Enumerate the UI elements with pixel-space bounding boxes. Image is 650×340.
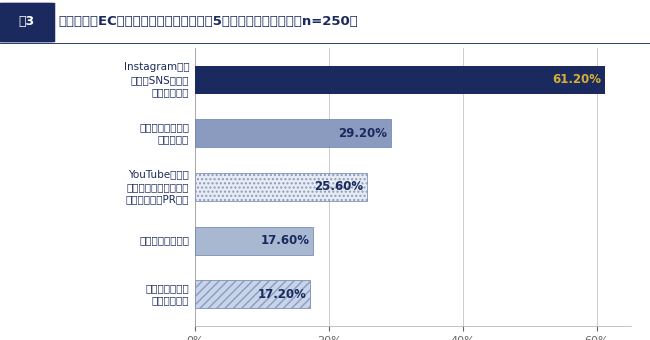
Text: モール出店など
チャネル拡大: モール出店など チャネル拡大 (146, 283, 189, 305)
Text: Instagramなど
口コミSNSを活用
したファン化: Instagramなど 口コミSNSを活用 したファン化 (124, 62, 189, 97)
Text: 29.20%: 29.20% (338, 127, 387, 140)
Bar (195, 173, 367, 201)
Bar (195, 227, 313, 255)
Bar (195, 173, 367, 201)
Text: 25.60%: 25.60% (314, 181, 363, 193)
Text: 現在、自社ECで注力している施策　上位5つの回答（複数回答：n=250）: 現在、自社ECで注力している施策 上位5つの回答（複数回答：n=250） (58, 15, 358, 28)
FancyBboxPatch shape (0, 3, 55, 42)
Text: 17.20%: 17.20% (258, 288, 307, 301)
Bar (195, 119, 391, 147)
Text: 17.60%: 17.60% (261, 234, 309, 247)
Text: 図3: 図3 (18, 15, 34, 28)
Text: オムニチャネル化: オムニチャネル化 (139, 236, 189, 245)
Bar (195, 66, 605, 94)
Text: 企業、商品価値を
高める広告: 企業、商品価値を 高める広告 (139, 122, 189, 144)
Text: YouTube動画や
インフルエンサー活用
などのネットPR戦略: YouTube動画や インフルエンサー活用 などのネットPR戦略 (126, 170, 189, 204)
Bar (195, 280, 310, 308)
Text: 61.20%: 61.20% (552, 73, 602, 86)
Bar (195, 280, 310, 308)
